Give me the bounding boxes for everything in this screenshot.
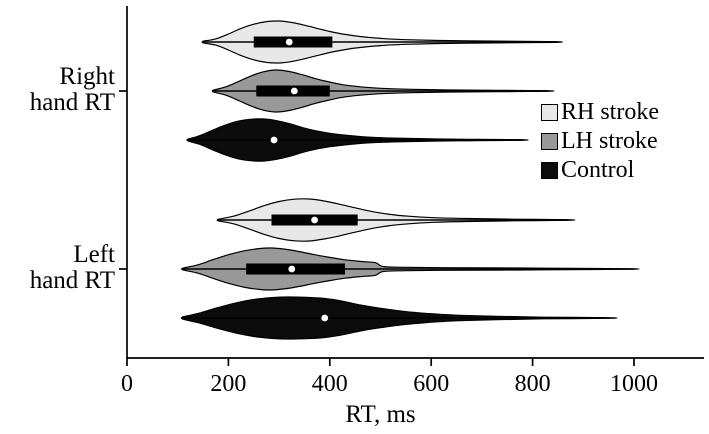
violin-box [253,36,333,48]
x-tick-label: 600 [413,371,449,397]
legend-item-lh-stroke: LH stroke [541,128,659,154]
violin-median-dot [270,136,278,144]
legend-label-control: Control [561,157,635,183]
group-label: Left hand RT [30,241,115,294]
x-tick-label: 200 [210,371,246,397]
violin-median-dot [321,314,329,322]
violin-median-dot [288,265,296,273]
legend-item-control: Control [541,157,659,183]
x-tick-label: 0 [121,371,133,397]
legend-item-rh-stroke: RH stroke [541,99,659,125]
violin-median-dot [290,87,298,95]
violin-median-dot [285,38,293,46]
violin-box [246,263,346,275]
legend: RH stroke LH stroke Control [541,99,659,183]
legend-swatch-rh-stroke [541,103,558,121]
legend-swatch-control [541,161,558,179]
x-axis-title: RT, ms [345,401,415,428]
legend-label-rh-stroke: RH stroke [561,99,659,125]
group-label: Right hand RT [30,63,115,116]
violin-median-dot [311,216,318,224]
x-tick-label: 1000 [610,371,658,397]
legend-label-lh-stroke: LH stroke [561,128,658,154]
x-tick-label: 800 [515,371,551,397]
legend-swatch-lh-stroke [541,132,558,150]
x-tick-label: 400 [312,371,348,397]
